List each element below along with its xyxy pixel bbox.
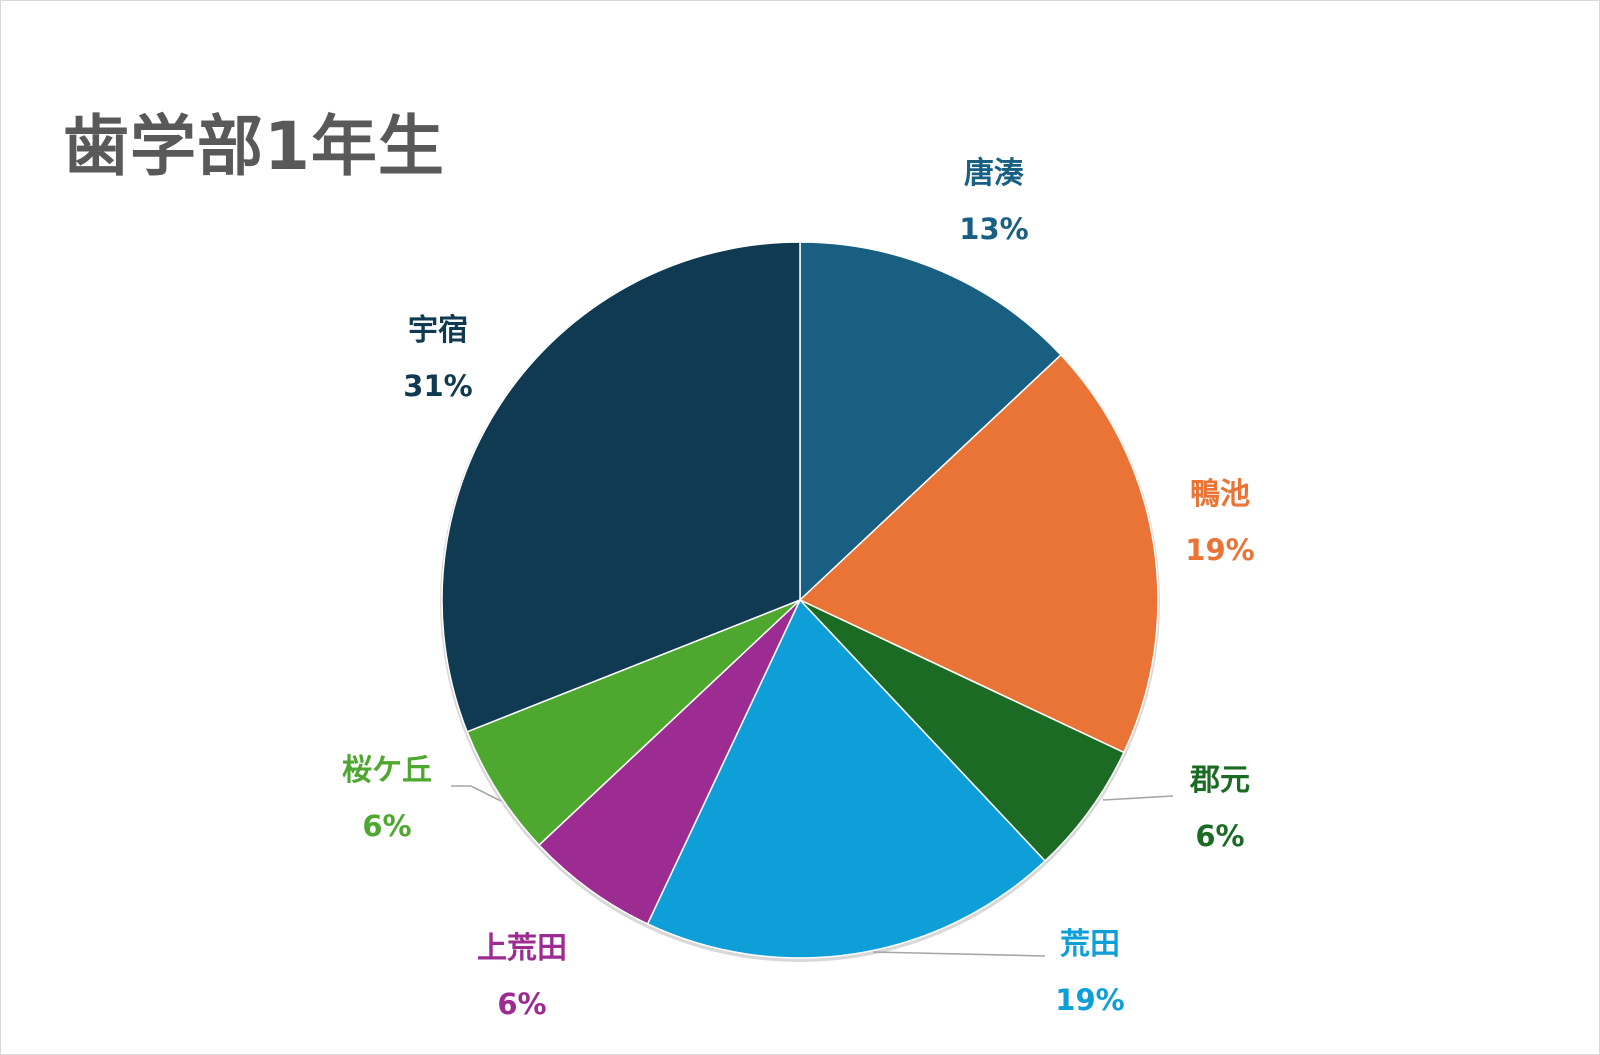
pie-slice-5 xyxy=(537,599,801,925)
pie-slice-4 xyxy=(646,598,1047,959)
pie-slice-6 xyxy=(466,599,801,847)
pie-slices xyxy=(441,241,1159,959)
slice-label-5: 上荒田 xyxy=(477,931,567,966)
leader-line-6 xyxy=(451,785,502,802)
slice-label-4: 荒田 xyxy=(1060,927,1120,962)
leader-line-3 xyxy=(1102,795,1174,801)
pie-slice-7 xyxy=(441,241,801,733)
slice-value-label-4: 19% xyxy=(1055,983,1124,1017)
pie-slice-1 xyxy=(799,241,1063,602)
slice-value-label-2: 19% xyxy=(1185,533,1254,567)
data-labels: 唐湊 13% 鴨池 19% 郡元 6% 荒田 19% 上荒田 6% 桜ケ丘 6% 宇宿 31% xyxy=(342,156,1255,1021)
slice-label-3: 郡元 xyxy=(1189,763,1250,798)
pie-slice-3 xyxy=(799,599,1125,863)
slice-value-label-6: 6% xyxy=(362,809,411,843)
pie-slice-2 xyxy=(798,353,1159,754)
slice-label-6: 桜ケ丘 xyxy=(342,753,432,788)
slice-label-2: 鴨池 xyxy=(1190,477,1250,512)
leader-line-4 xyxy=(872,951,1046,957)
slice-value-label-7: 31% xyxy=(403,369,472,403)
slice-value-label-5: 6% xyxy=(497,987,546,1021)
slice-value-label-1: 13% xyxy=(959,212,1028,246)
slice-label-1: 唐湊 xyxy=(964,156,1024,191)
slice-value-label-3: 6% xyxy=(1195,819,1244,853)
chart-title: 歯学部1年生 xyxy=(63,108,445,185)
slice-label-7: 宇宿 xyxy=(408,313,468,348)
